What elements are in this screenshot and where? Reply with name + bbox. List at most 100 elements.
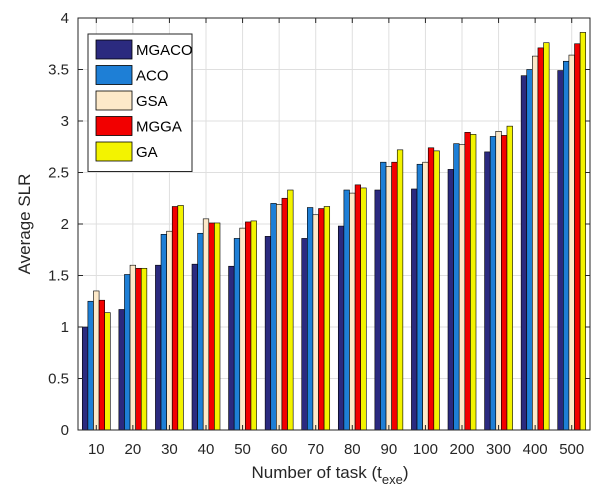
bar-aco-90 [380, 161, 387, 431]
bar-mgaco-500 [557, 70, 564, 431]
bar-ga-90 [396, 149, 404, 431]
bar-gsa-30 [166, 230, 173, 431]
x-tick-label: 30 [161, 441, 178, 458]
bar-mgga-30 [171, 206, 179, 431]
bar-gsa-20 [129, 264, 136, 431]
bar-mgaco-10 [81, 326, 89, 431]
bar-aco-200 [453, 143, 460, 431]
bar-mgga-300 [501, 135, 508, 431]
bar-gsa-10 [93, 290, 100, 431]
legend: MGACO ACO GSA MGGA GA [87, 33, 193, 172]
bar-ga-60 [287, 189, 294, 431]
bar-mgga-40 [208, 222, 215, 431]
bar-ga-200 [470, 134, 477, 431]
bar-mgga-100 [427, 147, 435, 431]
ticks: 0 0.5 1 1.5 2 2.5 3 3.5 4 10 20 30 40 50 60 70 80 90 100 20… [48, 10, 590, 458]
bar-ga-50 [250, 220, 257, 431]
bar-gsa-90 [385, 166, 392, 431]
bar-ga-80 [360, 187, 367, 431]
bar-ga-100 [433, 150, 440, 431]
bar-gsa-400 [532, 55, 539, 431]
y-tick-label: 3.5 [48, 62, 69, 79]
legend-swatch-ga [95, 141, 133, 162]
bar-mgaco-90 [374, 189, 381, 431]
y-tick-label: 0.5 [48, 371, 69, 388]
bar-mgga-70 [318, 208, 325, 431]
x-tick-label: 500 [559, 441, 584, 458]
bar-gsa-50 [239, 227, 246, 431]
bar-aco-40 [197, 232, 204, 431]
bar-mgga-500 [574, 43, 581, 431]
bar-gsa-500 [568, 54, 575, 431]
bar-aco-300 [489, 136, 497, 431]
y-tick-label: 4 [61, 10, 69, 27]
bar-mgga-200 [464, 132, 471, 431]
x-tick-label: 60 [271, 441, 288, 458]
bar-ga-300 [506, 125, 513, 431]
y-tick-label: 1.5 [48, 268, 69, 285]
x-tick-label: 50 [234, 441, 251, 458]
bar-ga-400 [543, 42, 550, 431]
bar-aco-60 [270, 203, 277, 431]
x-axis-title-suffix: ) [403, 463, 409, 482]
x-tick-label: 100 [413, 441, 438, 458]
bar-mgaco-400 [520, 75, 528, 431]
bar-mgaco-20 [118, 309, 125, 431]
bar-ga-500 [579, 32, 587, 431]
x-tick-label: 300 [486, 441, 511, 458]
bar-mgaco-50 [228, 265, 235, 431]
bar-mgga-20 [135, 267, 142, 431]
bar-mgaco-300 [484, 151, 491, 431]
y-tick-label: 0 [61, 422, 69, 439]
bar-mgaco-40 [191, 263, 198, 431]
x-axis-title-main: Number of task (t [251, 463, 382, 482]
bar-ga-10 [104, 312, 111, 431]
bar-ga-30 [177, 205, 184, 431]
bar-mgga-80 [354, 184, 361, 431]
bar-aco-80 [343, 189, 350, 431]
bar-mgga-400 [537, 47, 544, 431]
bar-aco-400 [526, 69, 533, 431]
bar-gsa-100 [422, 161, 429, 431]
bar-aco-30 [160, 234, 167, 431]
bar-ga-70 [323, 206, 331, 431]
bar-aco-20 [124, 274, 131, 431]
legend-label-ga: GA [136, 144, 158, 161]
bar-mgaco-70 [301, 238, 308, 431]
y-tick-label: 3 [61, 113, 69, 130]
bar-aco-50 [233, 238, 241, 431]
y-tick-label: 1 [61, 319, 69, 336]
legend-swatch-aco [95, 65, 133, 85]
x-tick-label: 200 [449, 441, 474, 458]
y-axis-title: Average SLR [15, 174, 34, 275]
x-axis-title-subscript: exe [382, 472, 403, 487]
x-tick-label: 80 [344, 441, 361, 458]
y-tick-label: 2 [61, 216, 69, 233]
x-tick-label: 20 [125, 441, 142, 458]
bar-mgga-90 [391, 161, 398, 431]
bar-gsa-70 [312, 214, 319, 431]
bar-ga-20 [140, 267, 148, 431]
legend-label-aco: ACO [136, 68, 169, 85]
bar-mgga-60 [281, 197, 288, 431]
bar-ga-40 [214, 222, 221, 431]
x-tick-label: 40 [198, 441, 215, 458]
y-tick-label: 2.5 [48, 165, 69, 182]
bar-gsa-40 [202, 218, 210, 431]
bar-gsa-200 [458, 144, 466, 431]
x-tick-label: 70 [307, 441, 324, 458]
bar-mgaco-80 [337, 225, 345, 431]
bar-mgga-50 [245, 221, 252, 431]
x-tick-label: 400 [523, 441, 548, 458]
bar-gsa-80 [349, 192, 356, 431]
bar-mgaco-30 [155, 264, 162, 431]
bar-mgaco-60 [264, 236, 272, 431]
bar-gsa-60 [276, 204, 283, 431]
x-tick-label: 90 [381, 441, 398, 458]
legend-label-gsa: GSA [136, 93, 168, 110]
legend-label-mgaco: MGACO [136, 42, 193, 59]
legend-swatch-gsa [95, 90, 133, 111]
legend-label-mgga: MGGA [136, 119, 182, 136]
